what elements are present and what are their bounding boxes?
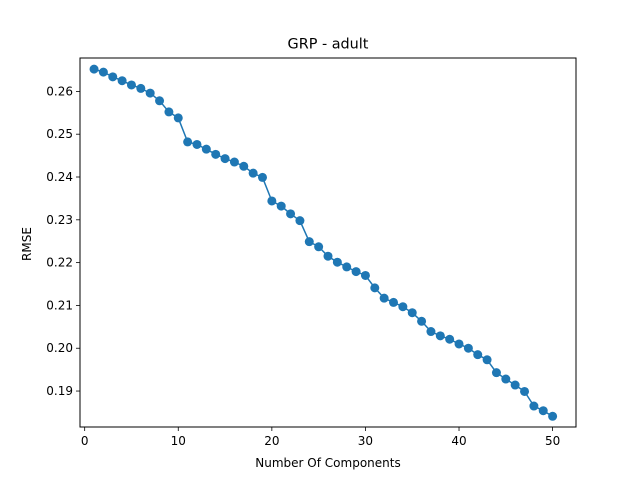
- data-point: [183, 137, 193, 147]
- data-point: [304, 237, 314, 247]
- x-tick-label: 0: [81, 434, 89, 448]
- data-point: [323, 251, 333, 261]
- data-point: [445, 334, 455, 344]
- data-point: [332, 257, 342, 267]
- x-tick-label: 40: [451, 434, 466, 448]
- data-point: [267, 196, 277, 206]
- data-point: [229, 157, 239, 167]
- y-tick-label: 0.25: [46, 127, 73, 141]
- y-tick-label: 0.21: [46, 298, 73, 312]
- data-point: [538, 406, 548, 416]
- y-tick-label: 0.24: [46, 170, 73, 184]
- data-point: [314, 242, 324, 252]
- data-point: [164, 107, 174, 117]
- data-point: [529, 401, 539, 411]
- data-point: [370, 283, 380, 293]
- y-tick-label: 0.23: [46, 213, 73, 227]
- data-point: [136, 83, 146, 93]
- x-tick-label: 50: [545, 434, 560, 448]
- y-tick-label: 0.19: [46, 384, 73, 398]
- data-point: [435, 331, 445, 341]
- data-point: [473, 350, 483, 360]
- data-point: [248, 168, 258, 178]
- data-point: [351, 267, 361, 277]
- data-point: [398, 302, 408, 312]
- data-point: [126, 80, 136, 90]
- data-point: [510, 380, 520, 390]
- data-point: [192, 139, 202, 149]
- y-tick-label: 0.26: [46, 84, 73, 98]
- data-point: [173, 113, 183, 123]
- data-point: [89, 64, 99, 74]
- data-point: [239, 161, 249, 171]
- data-point: [520, 386, 530, 396]
- chart-title: GRP - adult: [288, 37, 369, 53]
- data-point: [342, 262, 352, 272]
- data-point: [501, 374, 511, 384]
- data-point: [417, 316, 427, 326]
- data-point: [201, 144, 211, 154]
- data-point: [407, 308, 417, 318]
- data-point: [98, 67, 108, 77]
- data-point: [276, 201, 286, 211]
- data-point: [108, 72, 118, 82]
- x-tick-label: 10: [171, 434, 186, 448]
- data-point: [145, 88, 155, 98]
- data-point: [211, 149, 221, 159]
- data-point: [257, 172, 267, 182]
- x-tick-label: 20: [264, 434, 279, 448]
- data-point: [360, 270, 370, 280]
- data-point: [548, 411, 558, 421]
- plot-area: [89, 64, 558, 421]
- data-point: [426, 327, 436, 337]
- data-point: [155, 96, 165, 106]
- data-point: [117, 76, 127, 86]
- y-axis-label: RMSE: [20, 227, 34, 261]
- x-tick-label: 30: [358, 434, 373, 448]
- data-point: [491, 368, 501, 378]
- data-point: [463, 343, 473, 353]
- data-point: [379, 293, 389, 303]
- data-point: [220, 154, 230, 164]
- data-point: [454, 339, 464, 349]
- data-point: [286, 209, 296, 219]
- x-axis-ticks: 0 10 20 30 40 50: [81, 427, 560, 448]
- data-point: [482, 355, 492, 365]
- y-tick-label: 0.20: [46, 341, 73, 355]
- data-point: [295, 216, 305, 226]
- data-point: [389, 297, 399, 307]
- y-axis-ticks: 0.19 0.20 0.21 0.22 0.23 0.24 0.25 0.26: [46, 84, 80, 398]
- y-tick-label: 0.22: [46, 256, 73, 270]
- plot-frame: [79, 57, 577, 428]
- x-axis-label: Number Of Components: [255, 456, 400, 470]
